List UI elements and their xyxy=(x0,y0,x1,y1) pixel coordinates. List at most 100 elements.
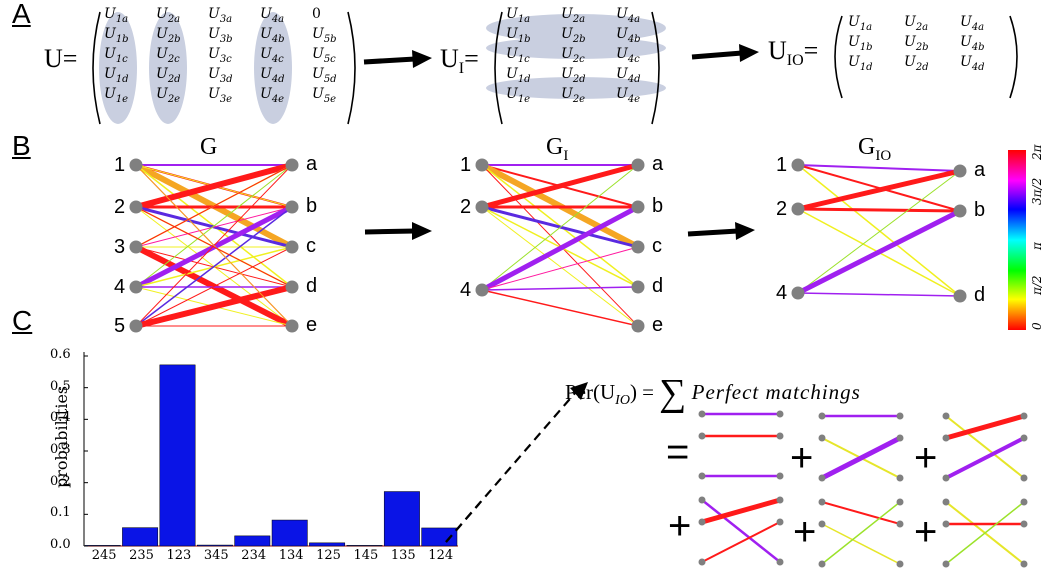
matrix-cell: U4c xyxy=(260,46,284,65)
y-axis-label: probabilities xyxy=(52,385,71,488)
graph-node xyxy=(129,200,143,214)
right-node-label: c xyxy=(306,235,316,257)
graph-title: G xyxy=(200,134,218,160)
matching-edge xyxy=(945,501,1025,565)
right-node-label: d xyxy=(974,284,986,306)
matching-edge xyxy=(820,435,902,481)
graph-node xyxy=(631,158,645,172)
matrix-ui-label: UI= xyxy=(440,44,479,78)
right-node-label: a xyxy=(974,159,986,181)
matrix-cell: U4a xyxy=(616,6,641,25)
matrix-cell: U5e xyxy=(312,86,337,105)
column-highlight-4 xyxy=(254,12,292,124)
graph-edge xyxy=(135,164,293,288)
matrix-cell: U2b xyxy=(904,34,929,53)
matching-edge xyxy=(945,436,1025,480)
matrix-cell: U4d xyxy=(260,66,285,85)
matrix-cell: U1a xyxy=(848,14,873,33)
matrix-cell: U2e xyxy=(156,86,181,105)
matching-node xyxy=(896,474,904,482)
matrix-cell: U4e xyxy=(616,86,641,105)
graph-edge xyxy=(135,164,293,248)
x-tick-label: 245 xyxy=(91,548,117,563)
matrix-cell: U4e xyxy=(260,86,285,105)
graphs-svg xyxy=(129,150,1026,333)
right-node-label: b xyxy=(306,195,318,217)
graph-edge xyxy=(480,204,640,293)
matching-node xyxy=(776,472,784,480)
matching-node xyxy=(1020,412,1028,420)
matching-node xyxy=(776,410,784,418)
matching-edge xyxy=(821,523,901,565)
matrix-cell: U3e xyxy=(208,86,233,105)
matrix-cell: U3b xyxy=(208,26,233,45)
colorbar-tick-label: π xyxy=(1030,242,1044,250)
matching-node xyxy=(698,518,706,526)
matrix-cell: U1c xyxy=(104,46,128,65)
graph-edge xyxy=(135,206,293,248)
graph-edge xyxy=(797,292,961,297)
matrix-cell: U2e xyxy=(561,86,586,105)
matrix-cell: U4a xyxy=(960,14,985,33)
matrix-cell: U4d xyxy=(616,66,641,85)
matrix-cell: U1a xyxy=(506,6,531,25)
matching-node xyxy=(698,472,706,480)
matrix-cell: U2a xyxy=(561,6,586,25)
matrix-cell: U1d xyxy=(848,54,873,73)
right-node-label: d xyxy=(306,275,318,297)
left-node-label: 2 xyxy=(460,196,472,218)
probability-bar xyxy=(271,519,308,547)
permanent-formula: Per(UIO) = ∑ Perfect matchings xyxy=(565,372,861,414)
matching-node xyxy=(942,498,950,506)
matrix-cell: U3c xyxy=(208,46,232,65)
column-highlight-2 xyxy=(149,12,187,124)
graph-node xyxy=(285,280,299,294)
panel-label-a: A xyxy=(12,0,31,29)
graph-node xyxy=(475,200,489,214)
graph-node xyxy=(791,158,805,172)
arrow-shaft xyxy=(363,56,416,65)
matrix-cell: U2b xyxy=(561,26,586,45)
matching-node xyxy=(942,434,950,442)
matching-node xyxy=(818,474,826,482)
matching-node xyxy=(1020,434,1028,442)
matrix-cell: U4b xyxy=(616,26,641,45)
x-tick-label: 135 xyxy=(390,548,416,563)
colorbar-tick-label: 3π/2 xyxy=(1030,177,1044,205)
matrix-cell: U1e xyxy=(104,86,129,105)
matrix-cell: U5d xyxy=(312,66,337,85)
matching-node xyxy=(818,560,826,568)
bracket-left xyxy=(92,11,101,125)
perfect-matchings xyxy=(698,410,1028,568)
matching-edge xyxy=(821,501,901,525)
matching-node xyxy=(1020,520,1028,528)
graph-node xyxy=(953,204,967,218)
left-node-label: 4 xyxy=(460,279,472,301)
graph-edge xyxy=(481,164,639,291)
right-node-label: e xyxy=(306,314,318,336)
matching-node xyxy=(942,560,950,568)
plus-sign: + xyxy=(790,436,814,480)
graph-node xyxy=(631,240,645,254)
x-tick-label: 345 xyxy=(203,548,229,563)
matching-edge xyxy=(701,521,781,563)
colorbar-tick-label: π/2 xyxy=(1030,275,1044,295)
left-node-label: 4 xyxy=(114,276,126,298)
graph-edge xyxy=(481,286,639,291)
matrix-cell: U2c xyxy=(156,46,180,65)
matching-node xyxy=(1020,560,1028,568)
plus-sign: + xyxy=(914,436,938,480)
graph-edge xyxy=(135,206,293,288)
left-node-label: 1 xyxy=(776,154,788,176)
matching-node xyxy=(776,432,784,440)
graph-edge xyxy=(797,207,961,213)
probability-bar xyxy=(122,527,159,547)
graph-edge xyxy=(135,206,293,327)
graph-node xyxy=(129,319,143,333)
probability-bar xyxy=(196,544,233,547)
y-tick-label: 0.6 xyxy=(50,347,71,362)
matching-node xyxy=(698,558,706,566)
arrow-head xyxy=(412,50,432,68)
matching-node xyxy=(818,412,826,420)
arrow-shaft xyxy=(691,50,743,60)
